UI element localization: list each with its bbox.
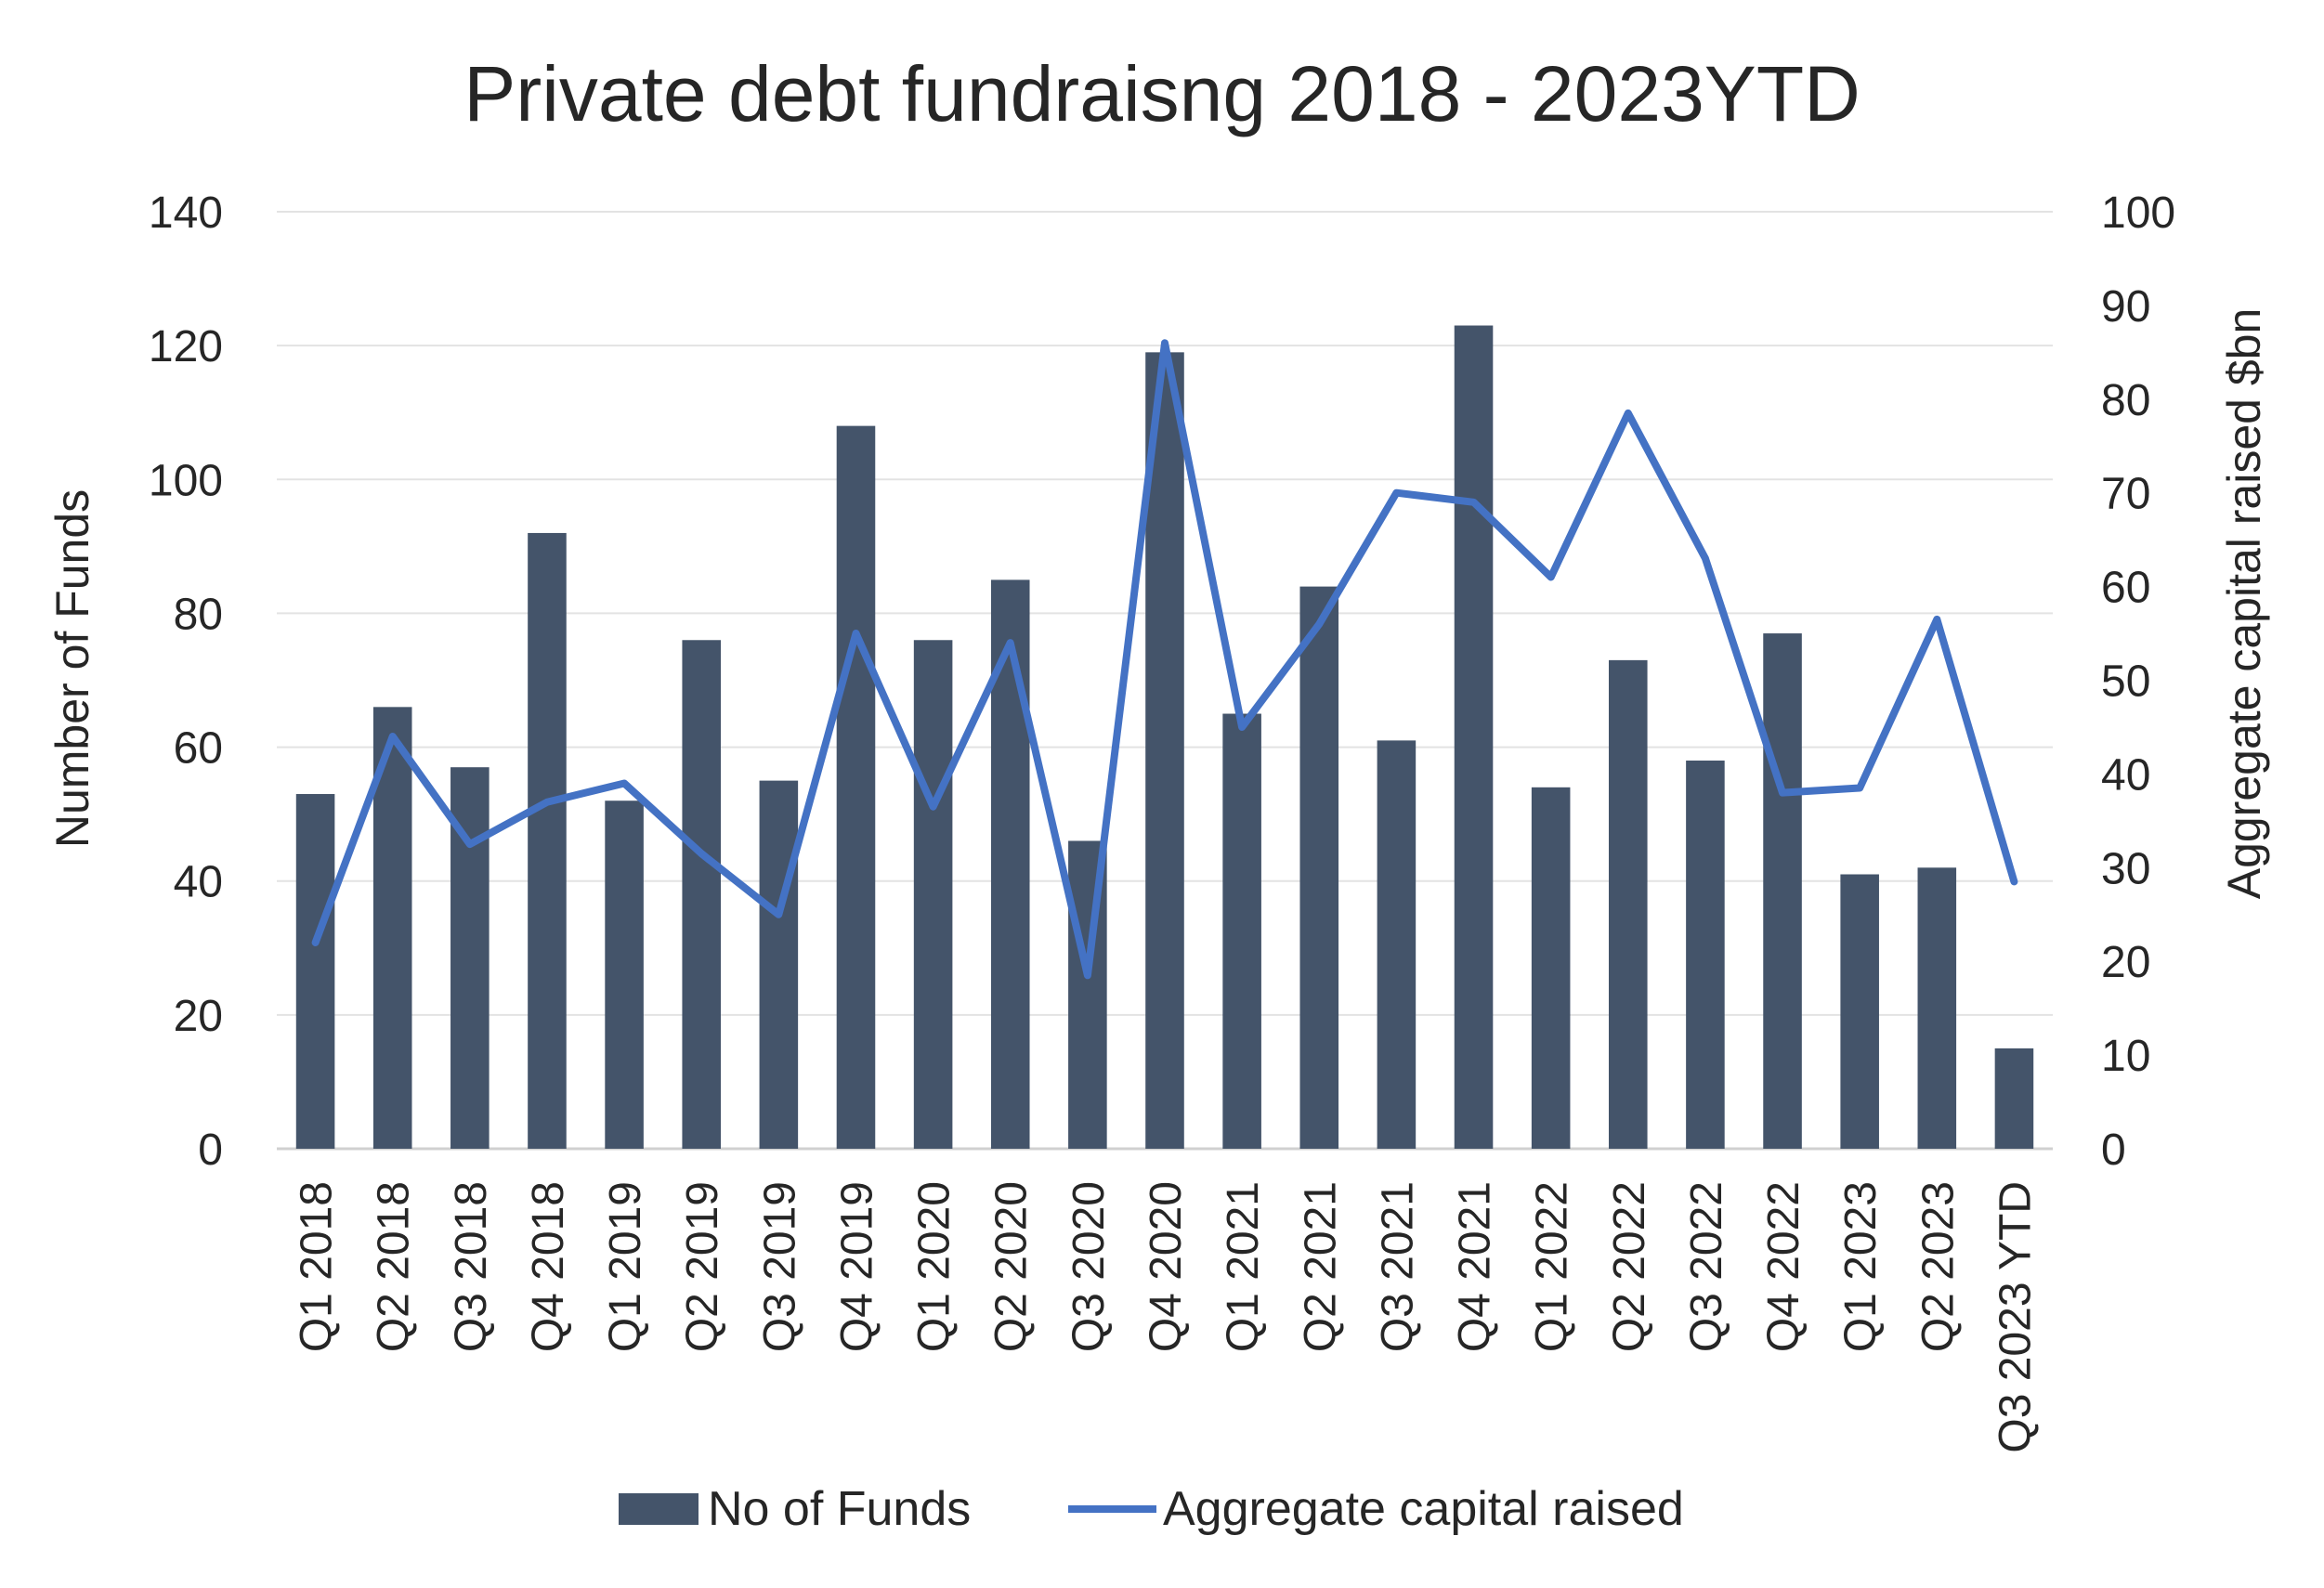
left-tick-label: 60	[174, 724, 223, 774]
x-tick-label: Q2 2019	[678, 1181, 727, 1352]
bar	[1531, 787, 1571, 1149]
left-tick-label: 100	[149, 456, 223, 505]
x-tick-label: Q1 2018	[293, 1181, 342, 1352]
right-tick-label: 40	[2101, 750, 2150, 800]
bar	[1763, 633, 1802, 1149]
right-tick-label: 30	[2101, 844, 2150, 893]
x-axis-ticks: Q1 2018 Q2 2018 Q3 2018 Q4 2018 Q1 2019 Q2 20…	[293, 1181, 2041, 1453]
right-tick-label: 10	[2101, 1032, 2150, 1081]
x-tick-label: Q4 2018	[524, 1181, 573, 1352]
x-tick-label: Q3 2019	[755, 1181, 804, 1352]
x-tick-label: Q1 2020	[910, 1181, 960, 1352]
bar	[913, 640, 953, 1149]
x-tick-label: Q3 2021	[1373, 1181, 1422, 1352]
right-tick-label: 60	[2101, 564, 2150, 613]
x-tick-label: Q2 2022	[1605, 1181, 1654, 1352]
bar	[295, 794, 335, 1149]
bar	[1454, 325, 1494, 1149]
right-tick-label: 100	[2101, 189, 2175, 238]
bar	[682, 640, 721, 1149]
bar	[836, 425, 876, 1150]
legend-bar-label: No of Funds	[708, 1482, 971, 1536]
x-tick-label: Q3 2023 YTD	[1991, 1181, 2040, 1453]
left-tick-label: 120	[149, 322, 223, 371]
right-tick-label: 90	[2101, 282, 2150, 332]
right-tick-label: 80	[2101, 376, 2150, 425]
x-tick-label: Q1 2019	[601, 1181, 650, 1352]
bar	[1686, 760, 1725, 1149]
x-tick-label: Q2 2020	[987, 1181, 1037, 1352]
x-tick-label: Q3 2020	[1064, 1181, 1114, 1352]
right-tick-label: 50	[2101, 657, 2150, 707]
x-tick-label: Q1 2021	[1219, 1181, 1268, 1352]
x-tick-label: Q3 2022	[1682, 1181, 1731, 1352]
bar	[1917, 867, 1957, 1149]
left-tick-label: 80	[174, 590, 223, 639]
left-tick-label: 0	[198, 1126, 223, 1175]
x-tick-label: Q4 2019	[832, 1181, 881, 1352]
right-tick-label: 70	[2101, 470, 2150, 519]
bar	[1840, 874, 1879, 1149]
x-tick-label: Q1 2023	[1836, 1181, 1886, 1352]
bar-series	[295, 325, 2034, 1150]
x-tick-label: Q4 2022	[1759, 1181, 1808, 1352]
x-tick-label: Q3 2018	[447, 1181, 496, 1352]
bar	[528, 532, 567, 1149]
bar	[605, 801, 644, 1149]
x-tick-label: Q4 2020	[1142, 1181, 1191, 1352]
x-tick-label: Q4 2021	[1451, 1181, 1500, 1352]
right-axis-label: Aggregate capital raised $bn	[2218, 308, 2270, 900]
x-tick-label: Q2 2018	[370, 1181, 419, 1352]
bar	[1377, 740, 1417, 1149]
legend: No of Funds Aggregate capital raised	[619, 1482, 1684, 1536]
bar	[1609, 659, 1648, 1149]
bar	[1222, 713, 1261, 1149]
left-tick-label: 140	[149, 189, 223, 238]
bar	[1299, 586, 1339, 1149]
right-axis-ticks: 0 10 20 30 40 50 60 70 80 90 100	[2101, 189, 2175, 1175]
left-axis-ticks: 0 20 40 60 80 100 120 140	[149, 189, 223, 1175]
x-tick-label: Q2 2021	[1296, 1181, 1345, 1352]
left-axis-label: Number of Funds	[46, 489, 98, 848]
right-tick-label: 0	[2101, 1126, 2126, 1175]
bar	[1994, 1048, 2034, 1149]
line-series	[311, 339, 2018, 980]
left-tick-label: 40	[174, 858, 223, 907]
legend-line-label: Aggregate capital raised	[1163, 1482, 1684, 1536]
left-tick-label: 20	[174, 992, 223, 1041]
x-tick-label: Q2 2023	[1913, 1181, 1963, 1352]
x-tick-label: Q1 2022	[1528, 1181, 1577, 1352]
legend-bar-swatch	[619, 1493, 699, 1525]
bar	[1145, 352, 1184, 1150]
series-line	[311, 339, 2018, 980]
right-tick-label: 20	[2101, 938, 2150, 987]
bar	[759, 780, 799, 1149]
chart-title: Private debt fundraisng 2018 - 2023YTD	[463, 50, 1861, 137]
